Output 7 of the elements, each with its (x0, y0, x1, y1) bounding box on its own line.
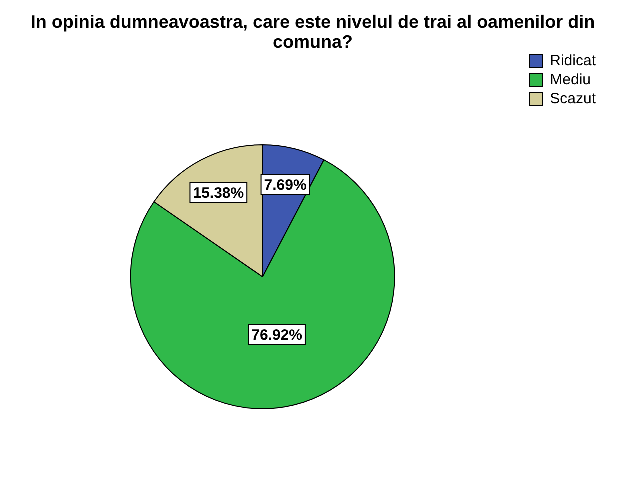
data-label: 15.38% (193, 184, 244, 202)
legend-label: Ridicat (550, 52, 597, 70)
data-label: 7.69% (264, 176, 307, 194)
legend-label: Mediu (550, 72, 591, 89)
chart-title: In opinia dumneavoastra, care este nivelul de trai al oamenilor din comuna? (30, 12, 596, 52)
data-label: 76.92% (252, 326, 302, 344)
legend-label: Scazut (550, 90, 597, 108)
